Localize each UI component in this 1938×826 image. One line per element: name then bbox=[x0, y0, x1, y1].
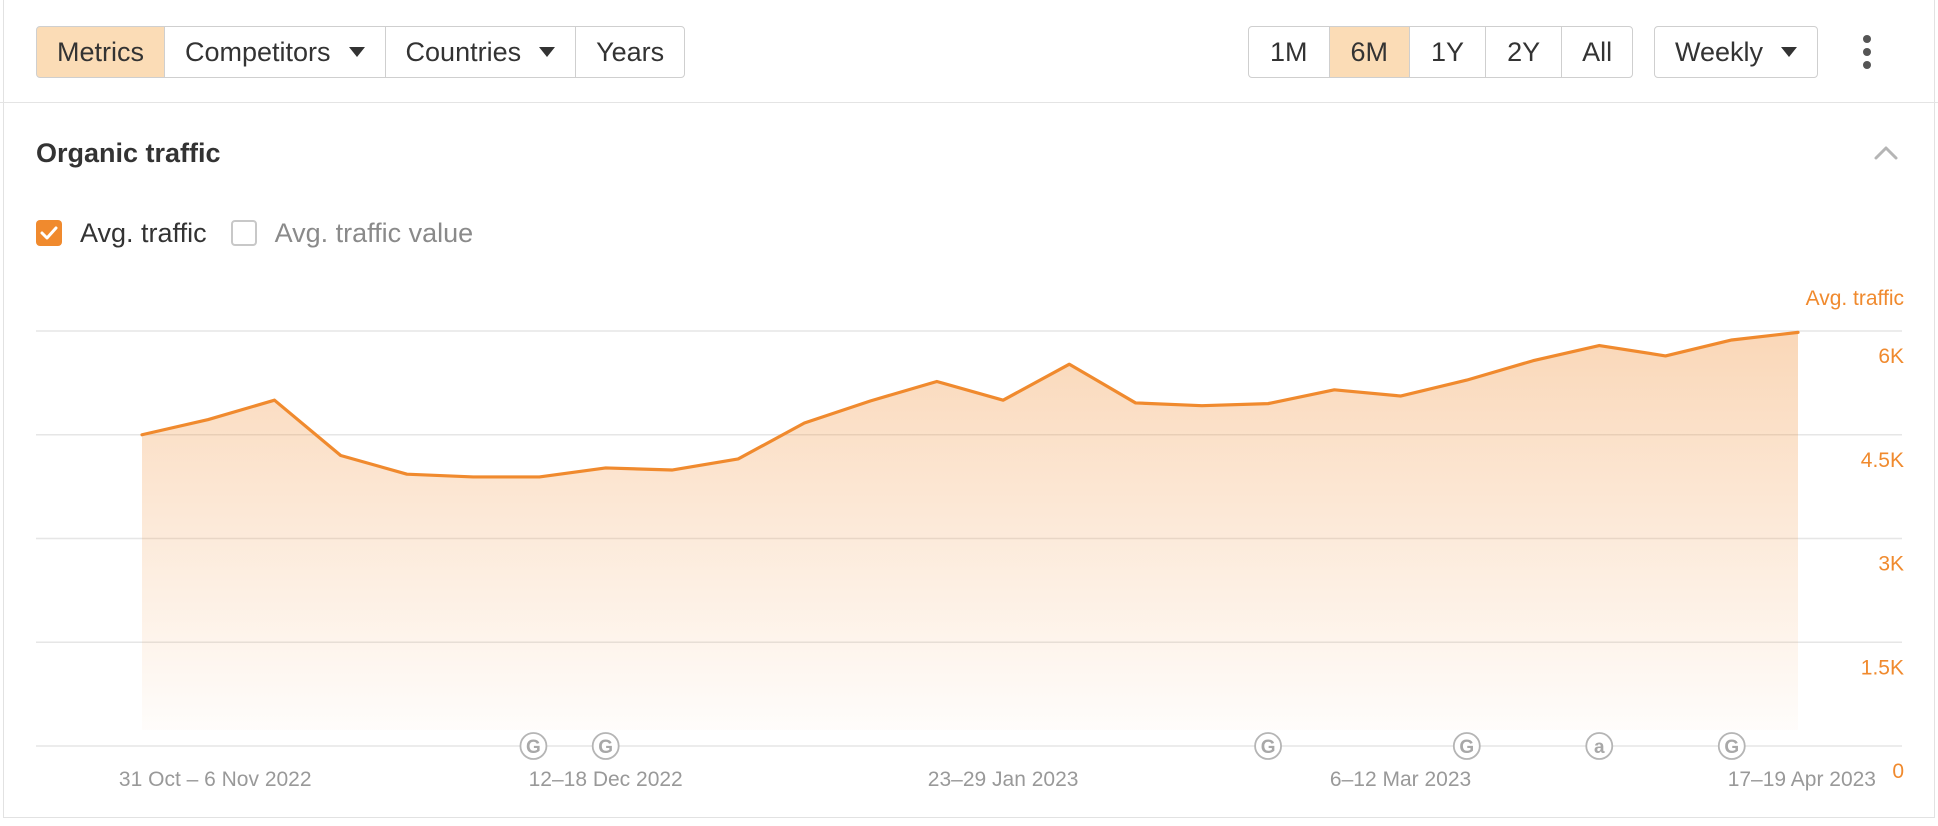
caret-down-icon bbox=[1781, 47, 1798, 57]
data-point bbox=[935, 379, 939, 383]
chevron-up-icon[interactable] bbox=[1870, 138, 1902, 166]
y-axis-title: Avg. traffic bbox=[1806, 287, 1904, 310]
x-tick-label: 31 Oct – 6 Nov 2022 bbox=[119, 768, 312, 791]
data-point bbox=[1465, 378, 1469, 382]
years-button-label: Years bbox=[596, 36, 665, 67]
range-6m-label: 6M bbox=[1350, 36, 1389, 67]
data-point bbox=[670, 468, 674, 472]
google-update-icon bbox=[1452, 732, 1481, 760]
competitors-dropdown[interactable]: Competitors bbox=[164, 26, 386, 78]
google-update-icon bbox=[519, 732, 548, 760]
data-point bbox=[1664, 354, 1668, 358]
countries-dropdown[interactable]: Countries bbox=[384, 26, 577, 78]
data-point bbox=[1266, 402, 1270, 406]
range-6m-button[interactable]: 6M bbox=[1328, 26, 1411, 78]
series-area bbox=[142, 332, 1798, 730]
google-update-icon bbox=[591, 732, 620, 760]
x-tick-label: 17–19 Apr 2023 bbox=[1728, 768, 1876, 791]
checkmark-icon bbox=[40, 226, 58, 240]
annotation-icon bbox=[1585, 732, 1614, 760]
y-tick-label: 1.5K bbox=[1861, 656, 1904, 679]
years-button[interactable]: Years bbox=[575, 26, 686, 78]
data-point bbox=[140, 433, 144, 437]
competitors-dropdown-label: Competitors bbox=[185, 36, 331, 67]
range-1y-button[interactable]: 1Y bbox=[1409, 26, 1487, 78]
kebab-dot bbox=[1863, 48, 1871, 56]
data-point bbox=[1597, 344, 1601, 348]
series-line bbox=[140, 330, 1800, 479]
caret-down-icon bbox=[348, 47, 365, 57]
y-tick-label: 4.5K bbox=[1861, 449, 1904, 472]
google-update-icon bbox=[1254, 732, 1282, 760]
range-switch-group: 1M 6M 1Y 2Y All bbox=[1248, 26, 1634, 78]
data-point bbox=[1001, 398, 1005, 402]
data-point bbox=[1067, 362, 1071, 366]
caret-down-icon bbox=[539, 47, 556, 57]
data-point bbox=[537, 475, 541, 479]
widget-frame bbox=[3, 0, 1935, 818]
y-tick-label: 0 bbox=[1892, 760, 1904, 783]
google-update-icon bbox=[1717, 732, 1746, 760]
data-point bbox=[272, 398, 276, 402]
range-1y-label: 1Y bbox=[1431, 36, 1465, 67]
range-2y-label: 2Y bbox=[1507, 36, 1541, 67]
avg-traffic-checkbox[interactable] bbox=[36, 220, 62, 246]
x-tick-label: 12–18 Dec 2022 bbox=[529, 768, 683, 791]
kebab-dot bbox=[1863, 61, 1871, 69]
toolbar: Metrics Competitors Countries Years 1M 6… bbox=[0, 0, 1938, 103]
interval-group: Weekly bbox=[1654, 26, 1819, 78]
annotation-icon-glyph: G bbox=[1459, 737, 1474, 758]
countries-dropdown-label: Countries bbox=[405, 36, 522, 67]
data-point bbox=[1531, 359, 1535, 363]
series-legend: Avg. traffic Avg. traffic value bbox=[36, 216, 497, 250]
data-point bbox=[802, 421, 806, 425]
annotation-icon-glyph: G bbox=[1724, 737, 1739, 758]
range-1m-label: 1M bbox=[1270, 36, 1308, 67]
range-2y-button[interactable]: 2Y bbox=[1485, 26, 1563, 78]
view-switch-group: Metrics Competitors Countries Years bbox=[36, 26, 686, 78]
annotation-icon-glyph: a bbox=[1594, 737, 1605, 758]
x-tick-label: 23–29 Jan 2023 bbox=[928, 768, 1079, 791]
interval-dropdown-label: Weekly bbox=[1675, 36, 1764, 67]
data-point bbox=[869, 399, 873, 403]
section-title: Organic traffic bbox=[36, 138, 221, 168]
data-point bbox=[1332, 388, 1336, 392]
more-vertical-icon[interactable] bbox=[1850, 30, 1884, 74]
x-tick-label: 6–12 Mar 2023 bbox=[1330, 768, 1471, 791]
metrics-button[interactable]: Metrics bbox=[36, 26, 165, 78]
range-all-label: All bbox=[1582, 36, 1613, 67]
interval-dropdown[interactable]: Weekly bbox=[1654, 26, 1819, 78]
avg-traffic-label[interactable]: Avg. traffic bbox=[80, 217, 207, 248]
data-point bbox=[1796, 330, 1800, 334]
data-point bbox=[1134, 401, 1138, 405]
annotation-icon-glyph: G bbox=[1261, 737, 1276, 758]
y-tick-label: 6K bbox=[1878, 345, 1904, 368]
range-all-button[interactable]: All bbox=[1561, 26, 1634, 78]
data-point bbox=[1399, 394, 1403, 398]
range-1m-button[interactable]: 1M bbox=[1248, 26, 1330, 78]
avg-traffic-value-label[interactable]: Avg. traffic value bbox=[274, 217, 474, 248]
data-point bbox=[471, 475, 475, 479]
kebab-dot bbox=[1863, 35, 1871, 43]
data-point bbox=[206, 418, 210, 422]
data-point bbox=[736, 457, 740, 461]
annotation-icon-glyph: G bbox=[526, 737, 541, 758]
data-point bbox=[604, 466, 608, 470]
y-tick-label: 3K bbox=[1878, 553, 1904, 576]
data-point bbox=[1730, 338, 1734, 342]
avg-traffic-value-checkbox[interactable] bbox=[230, 220, 257, 246]
data-point bbox=[339, 454, 343, 458]
data-point bbox=[405, 472, 409, 476]
metrics-button-label: Metrics bbox=[57, 36, 144, 67]
data-point bbox=[1200, 404, 1204, 408]
annotation-icon-glyph: G bbox=[598, 737, 613, 758]
